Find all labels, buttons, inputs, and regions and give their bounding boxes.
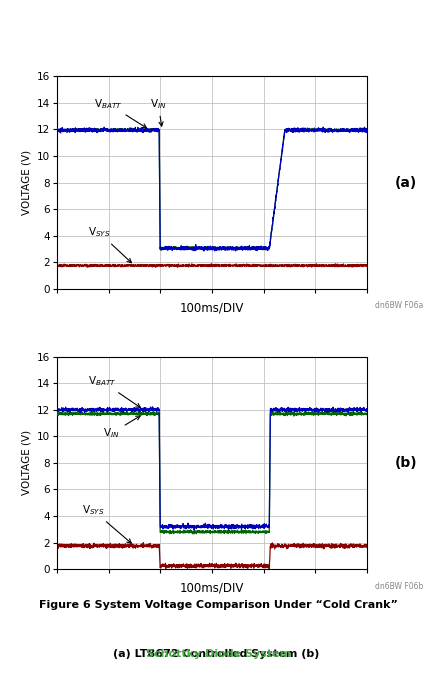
- Y-axis label: VOLTAGE (V): VOLTAGE (V): [21, 430, 31, 496]
- Text: (b): (b): [395, 456, 418, 470]
- Text: V$_{SYS}$: V$_{SYS}$: [82, 503, 132, 543]
- Text: Figure 6 System Voltage Comparison Under “Cold Crank”: Figure 6 System Voltage Comparison Under…: [39, 600, 398, 610]
- Text: (a) LT8672 Controlled System (b): (a) LT8672 Controlled System (b): [113, 649, 324, 659]
- Text: (a) LT8672 Controlled System (b) Schottky Diode System: (a) LT8672 Controlled System (b) Schottk…: [0, 693, 1, 694]
- Text: dn6BW F06b: dn6BW F06b: [375, 582, 423, 591]
- Text: V$_{IN}$: V$_{IN}$: [104, 416, 140, 440]
- Text: V$_{BATT}$: V$_{BATT}$: [94, 97, 146, 128]
- Text: V$_{BATT}$: V$_{BATT}$: [88, 375, 140, 407]
- Text: Schottky Diode System: Schottky Diode System: [146, 649, 291, 659]
- Text: 100ms/DIV: 100ms/DIV: [180, 582, 244, 595]
- Text: dn6BW F06a: dn6BW F06a: [375, 301, 423, 310]
- Text: (a): (a): [395, 176, 417, 189]
- Text: 100ms/DIV: 100ms/DIV: [180, 301, 244, 314]
- Text: V$_{SYS}$: V$_{SYS}$: [88, 226, 132, 263]
- Text: (a) LT8672 Controlled System (b): (a) LT8672 Controlled System (b): [0, 693, 1, 694]
- Y-axis label: VOLTAGE (V): VOLTAGE (V): [21, 150, 31, 215]
- Text: V$_{IN}$: V$_{IN}$: [150, 97, 166, 126]
